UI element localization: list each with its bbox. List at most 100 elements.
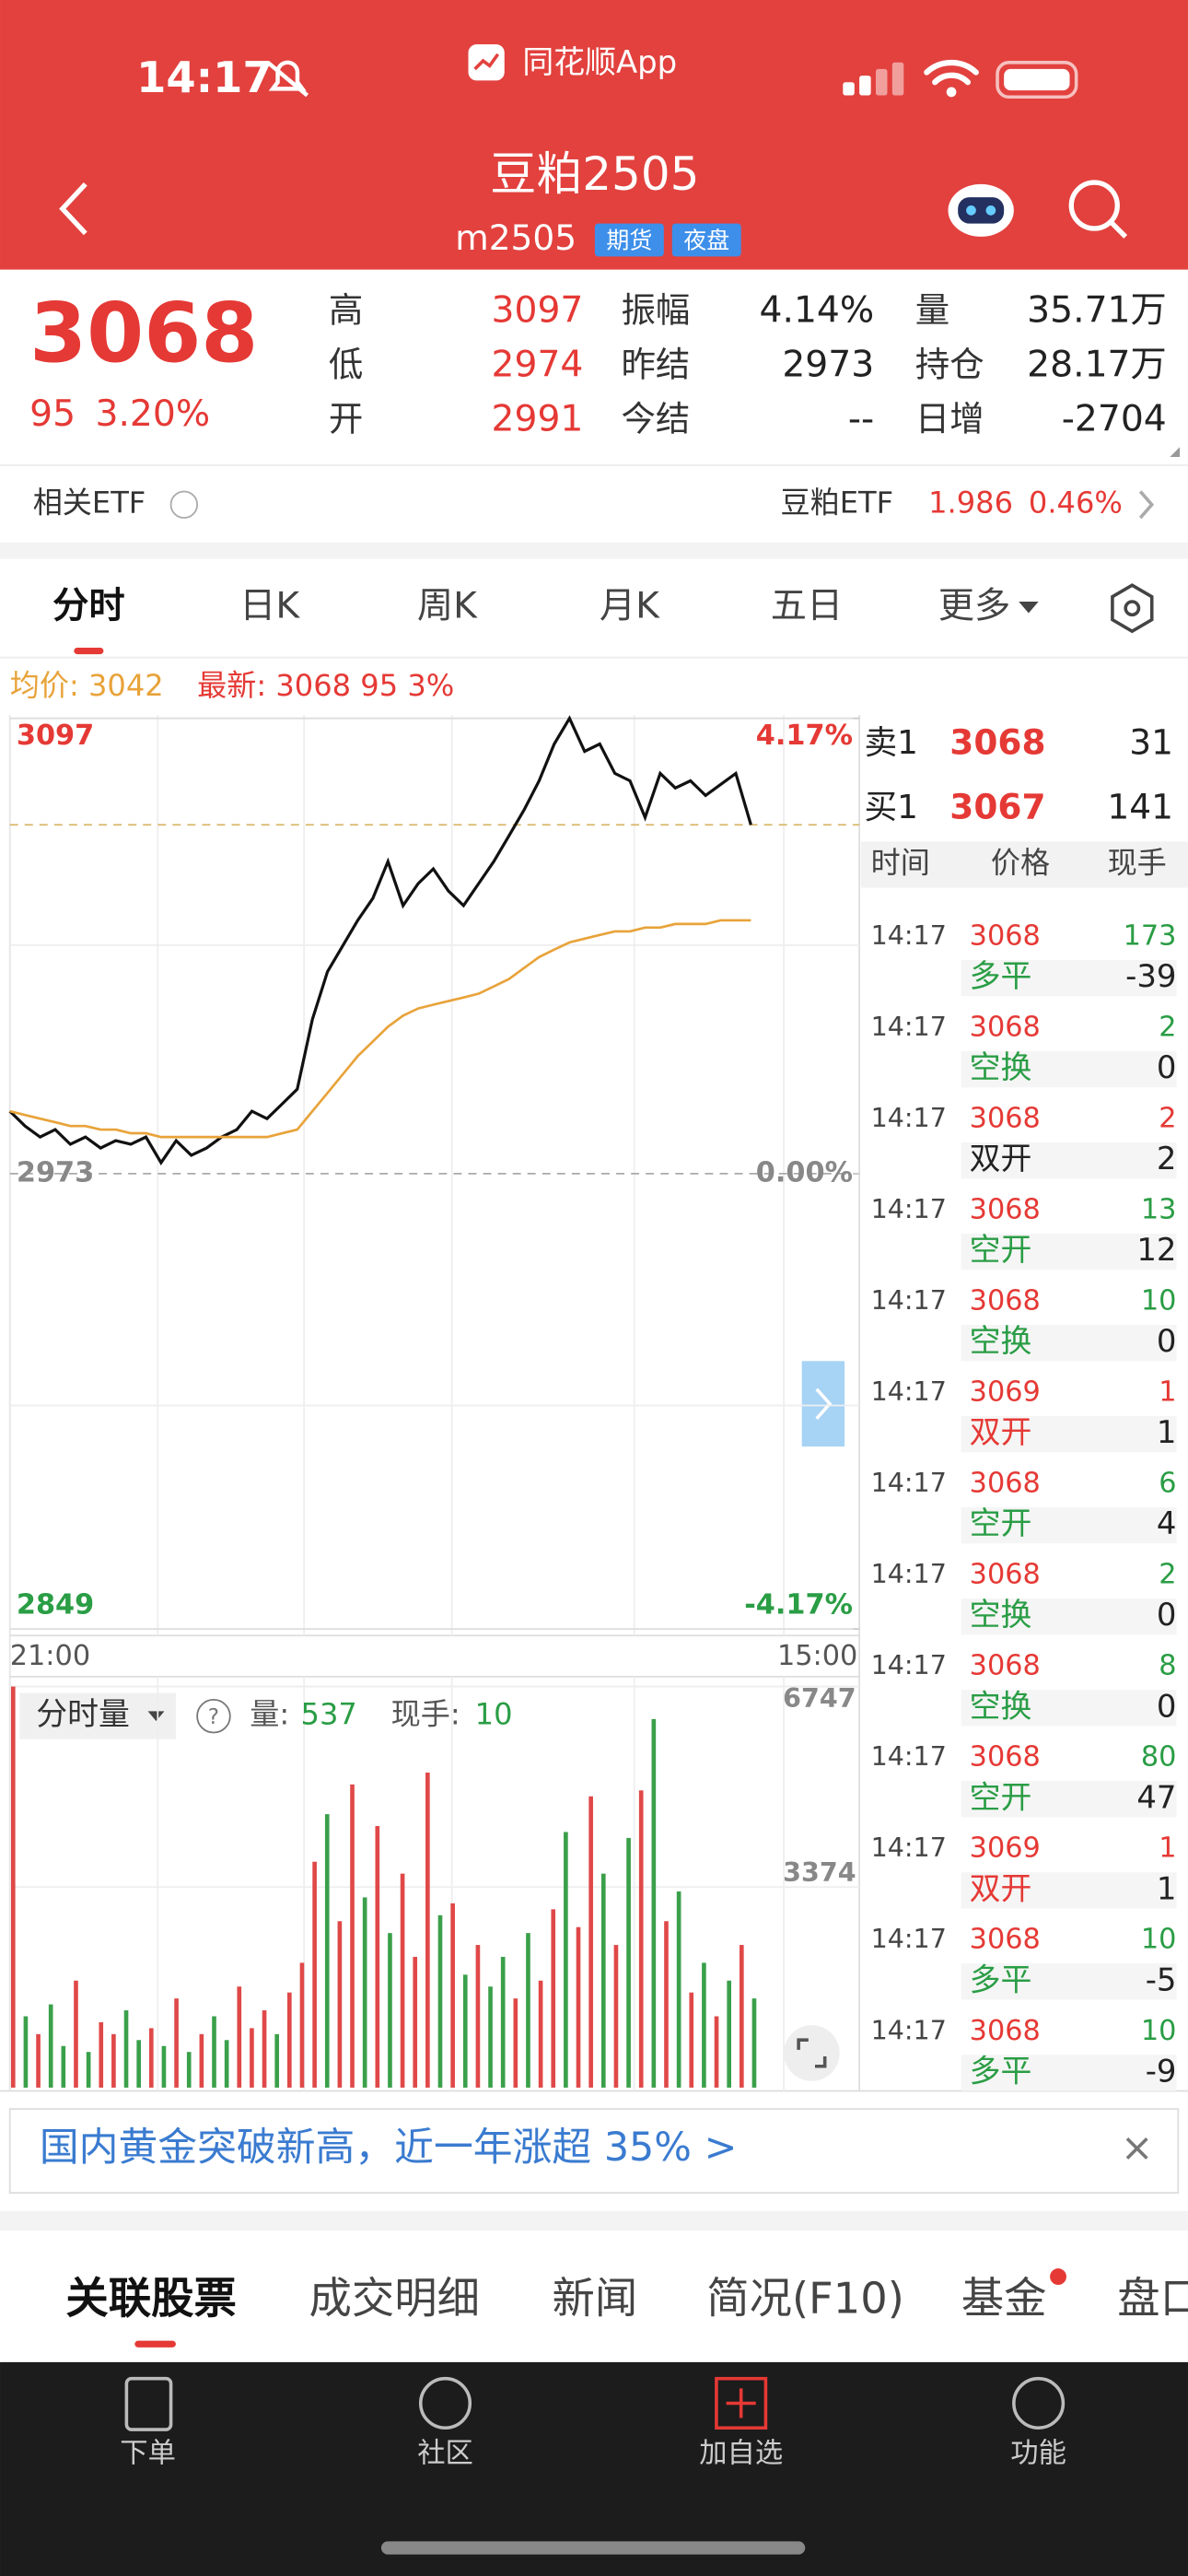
trade-open-change: 0 <box>1157 1688 1177 1724</box>
tab[interactable]: 更多 <box>938 586 1011 627</box>
tab[interactable]: 周K <box>417 586 478 627</box>
y-tick-label: 3097 <box>17 720 94 752</box>
trade-type: 多平 <box>970 2053 1032 2089</box>
volume-bar <box>224 2040 229 2088</box>
expand-button[interactable] <box>801 1361 845 1447</box>
volume-bar <box>388 1933 392 2088</box>
last-price: 3068 <box>29 286 258 381</box>
trade-price: 3068 <box>970 1468 1041 1500</box>
dropdown-icon <box>147 1711 165 1722</box>
bottom-tab[interactable]: 盘口 <box>1117 2273 1188 2323</box>
selector-bg[interactable] <box>19 1692 176 1739</box>
back-button[interactable] <box>59 182 87 236</box>
bottom-tab[interactable]: 基金 <box>961 2273 1047 2323</box>
y2-tick-label: -4.17% <box>744 1589 853 1622</box>
trade-volume: 173 <box>1124 919 1177 952</box>
stat-label: 昨结 <box>621 344 690 384</box>
nav-icon <box>715 2376 768 2430</box>
help-icon[interactable] <box>196 1698 231 1734</box>
trade-price: 3068 <box>970 1194 1041 1226</box>
volume-bar <box>513 1998 518 2088</box>
volume-bar <box>287 1992 292 2088</box>
tab[interactable]: 月K <box>600 586 660 627</box>
volume-bar <box>600 1873 606 2088</box>
nav-label[interactable]: 下单 <box>120 2437 176 2469</box>
trade-time: 14:17 <box>871 1559 947 1589</box>
stat-value: 4.14% <box>760 289 875 331</box>
trade-time: 14:17 <box>871 1194 947 1224</box>
stat-value: -2704 <box>1062 398 1167 439</box>
trade-price: 3068 <box>970 919 1041 952</box>
clock: 14:17 <box>136 53 273 102</box>
trade-open-change: 0 <box>1157 1049 1177 1085</box>
volume-bar <box>475 1945 481 2088</box>
stat-label: 高 <box>329 289 363 330</box>
fullscreen-button[interactable] <box>784 2025 840 2081</box>
hand-value: 10 <box>475 1697 513 1732</box>
volume-bar <box>751 1998 757 2088</box>
trade-price: 3068 <box>970 1924 1041 1956</box>
stat-value: 28.17万 <box>1027 344 1167 385</box>
banner-box[interactable] <box>8 2108 1180 2194</box>
price-line <box>8 715 752 1165</box>
change: 95 <box>29 393 76 435</box>
trade-volume: 80 <box>1141 1741 1177 1774</box>
trade-open-change: 47 <box>1136 1779 1176 1815</box>
volume-bar <box>36 2033 41 2088</box>
volume-selector[interactable]: 分时量 <box>36 1696 130 1732</box>
volume-bar <box>186 2052 192 2088</box>
help-icon[interactable] <box>169 490 199 519</box>
trade-price: 3069 <box>970 1832 1041 1865</box>
bottom-tab[interactable]: 简况(F10) <box>706 2273 904 2323</box>
nav-label[interactable]: 功能 <box>1010 2437 1066 2469</box>
corner-mark <box>1170 447 1181 458</box>
book-volume: 31 <box>1129 722 1173 763</box>
badge-bg <box>594 223 664 257</box>
dropdown-icon <box>1019 602 1039 614</box>
trade-time: 14:17 <box>871 1924 947 1954</box>
close-banner[interactable] <box>1125 2137 1148 2160</box>
volume-bar <box>61 2045 66 2088</box>
volume-bar <box>450 1903 455 2088</box>
chevron <box>1138 490 1155 520</box>
trade-time: 14:17 <box>871 1012 947 1042</box>
tab[interactable]: 日K <box>239 586 300 627</box>
tab[interactable]: 分时 <box>52 586 125 627</box>
signal <box>843 82 855 96</box>
title: 豆粕2505 <box>490 147 699 201</box>
nav-icon <box>124 2376 173 2431</box>
etf-price: 1.986 <box>928 486 1013 521</box>
trade-type: 多平 <box>970 958 1032 994</box>
nav-label[interactable]: 加自选 <box>699 2437 783 2469</box>
bottom-tab[interactable]: 关联股票 <box>65 2273 237 2323</box>
tab-underline <box>134 2340 176 2348</box>
tab[interactable]: 五日 <box>771 586 844 627</box>
app-name: 同花顺App <box>522 44 677 80</box>
bottom-tab[interactable]: 新闻 <box>553 2273 638 2323</box>
signal <box>875 68 888 96</box>
nav-label[interactable]: 社区 <box>417 2437 473 2469</box>
stat-label: 量 <box>915 289 949 330</box>
trade-type: 空换 <box>970 1323 1032 1359</box>
trade-header: 时间 <box>871 845 930 880</box>
etf-label: 相关ETF <box>33 486 146 521</box>
trade-time: 14:17 <box>871 1468 947 1498</box>
trade-type-bg <box>961 1234 1177 1270</box>
volume-bar <box>148 2028 154 2088</box>
volume-value: 537 <box>301 1697 357 1732</box>
signal <box>859 76 871 96</box>
search-button[interactable] <box>1068 180 1120 231</box>
trade-type-bg <box>961 1598 1177 1635</box>
settings-icon[interactable] <box>1111 583 1154 634</box>
trade-time: 14:17 <box>871 1741 947 1772</box>
banner-text[interactable]: 国内黄金突破新高，近一年涨超 35% > <box>40 2125 738 2171</box>
volume-bar <box>312 1861 317 2088</box>
trade-header-bg <box>860 841 1188 888</box>
bottom-tab[interactable]: 成交明细 <box>309 2273 480 2323</box>
app-icon-line <box>473 53 500 71</box>
stat-value: 3097 <box>492 289 584 331</box>
etf-pct: 0.46% <box>1029 486 1123 521</box>
trade-volume: 13 <box>1141 1194 1177 1226</box>
code: m2505 <box>455 217 577 258</box>
